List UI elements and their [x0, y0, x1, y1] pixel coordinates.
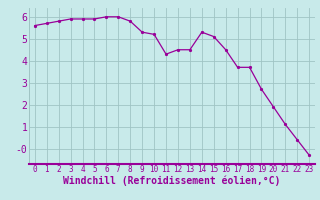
X-axis label: Windchill (Refroidissement éolien,°C): Windchill (Refroidissement éolien,°C) [63, 176, 281, 186]
